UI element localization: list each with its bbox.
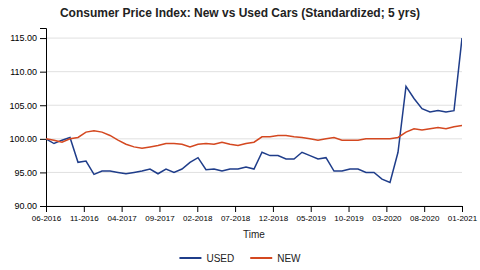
- x-tick-mark: [386, 206, 387, 212]
- y-tick-label: 100.00: [9, 134, 37, 144]
- x-tick: 10-2019: [334, 206, 364, 223]
- legend-label: USED: [206, 253, 234, 264]
- x-tick-label: 09-2017: [145, 214, 175, 223]
- title: Consumer Price Index: New vs Used Cars (…: [60, 6, 420, 20]
- y-tick: 95.00: [14, 168, 46, 178]
- x-tick-label: 07-2018: [221, 214, 251, 223]
- x-tick-mark: [424, 206, 425, 212]
- y-tick-label: 110.00: [10, 67, 37, 77]
- x-tick-mark: [84, 206, 85, 212]
- grid-line: [46, 105, 462, 106]
- y-axis-line: [40, 29, 47, 207]
- x-axis-title: Time: [243, 229, 265, 240]
- legend-swatch: [179, 257, 201, 259]
- y-tick-mark: [40, 139, 46, 140]
- x-tick-label: 04-2017: [107, 214, 137, 223]
- x-tick: 04-2017: [107, 206, 137, 223]
- x-axis-line: [47, 207, 463, 213]
- chart: 06-2016 11-2016 04-2017 09-2017 02-2018 07-20…: [0, 0, 480, 270]
- x-tick: 03-2020: [372, 206, 402, 223]
- legend-item: NEW: [250, 253, 301, 264]
- x-tick-label: 11-2016: [70, 214, 99, 223]
- grid-line: [46, 172, 462, 173]
- grid-line: [46, 38, 462, 39]
- y-tick: 110.00: [10, 67, 46, 77]
- x-tick-mark: [122, 206, 123, 212]
- x-tick: 07-2018: [221, 206, 251, 223]
- y-tick: 90.00: [14, 201, 46, 211]
- x-tick-mark: [197, 206, 198, 212]
- x-tick: 08-2020: [410, 206, 440, 223]
- x-tick-label: 02-2018: [183, 214, 213, 223]
- y-axis: 90.00 95.00 100.00 105.00 110.00 115.00: [9, 29, 46, 212]
- x-tick-mark: [349, 206, 350, 212]
- grid: [46, 38, 462, 206]
- y-tick-mark: [40, 206, 46, 207]
- y-tick: 100.00: [9, 134, 46, 144]
- x-tick-label: 12-2018: [259, 214, 289, 223]
- plot-area: [46, 38, 462, 182]
- x-tick-mark: [273, 206, 274, 212]
- x-tick-mark: [159, 206, 160, 212]
- y-tick: 115.00: [10, 33, 46, 43]
- legend-swatch: [250, 257, 272, 259]
- x-tick-mark: [311, 206, 312, 212]
- y-tick-mark: [40, 172, 46, 173]
- y-tick-label: 105.00: [9, 101, 37, 111]
- y-tick-label: 115.00: [10, 33, 37, 43]
- legend: USED NEW: [179, 253, 301, 264]
- x-tick-label: 08-2020: [410, 214, 440, 223]
- legend-label: NEW: [277, 253, 301, 264]
- y-tick: 105.00: [9, 101, 46, 111]
- x-tick: 05-2019: [297, 206, 327, 223]
- chart-container: 06-2016 11-2016 04-2017 09-2017 02-2018 07-20…: [0, 0, 480, 270]
- y-tick-mark: [40, 105, 46, 106]
- legend-item: USED: [179, 253, 234, 264]
- y-tick-mark: [40, 38, 46, 39]
- x-tick-label: 06-2016: [32, 214, 62, 223]
- grid-line: [46, 71, 462, 72]
- x-tick: 11-2016: [70, 206, 99, 223]
- x-tick: 01-2021: [448, 206, 478, 223]
- y-tick-mark: [40, 72, 46, 73]
- x-tick-label: 01-2021: [448, 214, 478, 223]
- x-tick-label: 10-2019: [334, 214, 364, 223]
- x-tick-label: 05-2019: [297, 214, 327, 223]
- y-tick-label: 90.00: [14, 201, 37, 211]
- x-tick: 09-2017: [145, 206, 175, 223]
- x-tick: 12-2018: [259, 206, 289, 223]
- x-axis: 06-2016 11-2016 04-2017 09-2017 02-2018 07-20…: [32, 206, 478, 223]
- x-tick-mark: [462, 206, 463, 212]
- x-tick-label: 03-2020: [372, 214, 402, 223]
- y-tick-label: 95.00: [14, 168, 37, 178]
- x-tick: 02-2018: [183, 206, 213, 223]
- series-line: [46, 38, 462, 182]
- series-line: [46, 125, 462, 148]
- x-tick-mark: [235, 206, 236, 212]
